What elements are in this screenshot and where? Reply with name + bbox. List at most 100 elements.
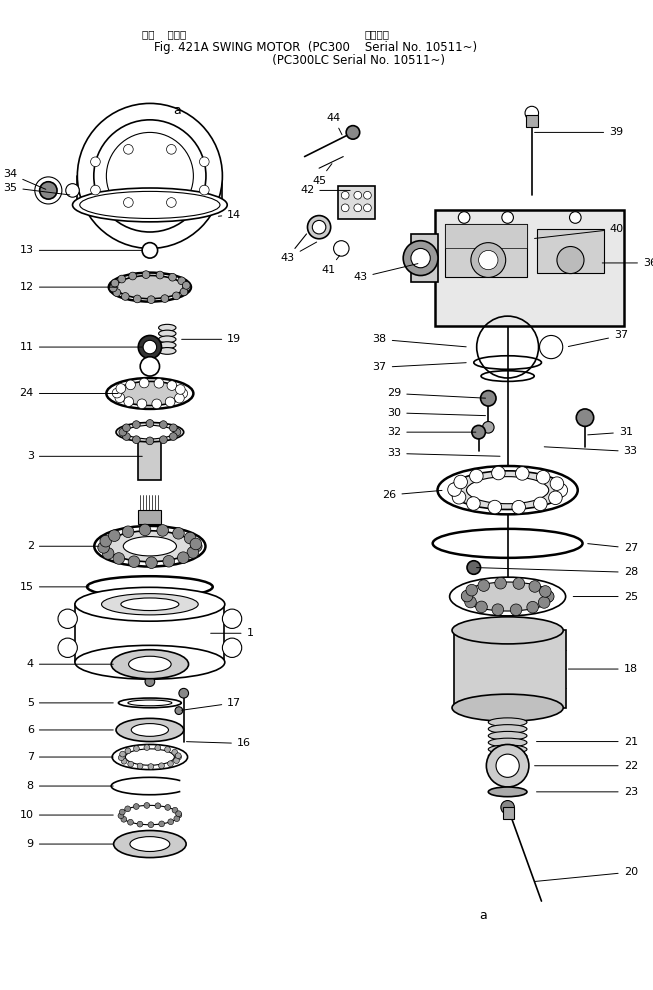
Text: 43: 43	[353, 263, 418, 282]
Ellipse shape	[450, 577, 565, 616]
Text: 1: 1	[211, 629, 253, 639]
Circle shape	[354, 191, 362, 199]
Circle shape	[118, 754, 124, 760]
Circle shape	[492, 466, 505, 480]
Ellipse shape	[488, 718, 527, 727]
Ellipse shape	[116, 275, 183, 299]
Circle shape	[180, 288, 188, 296]
Text: 13: 13	[20, 246, 142, 255]
Text: a: a	[479, 909, 487, 922]
Text: 29: 29	[387, 388, 486, 398]
Ellipse shape	[121, 598, 179, 611]
Circle shape	[133, 421, 140, 429]
Circle shape	[342, 204, 349, 212]
Circle shape	[115, 393, 125, 403]
Text: 適用号機: 適用号機	[364, 29, 390, 39]
Circle shape	[58, 639, 77, 657]
Circle shape	[125, 748, 131, 753]
Ellipse shape	[488, 739, 527, 746]
Text: 22: 22	[535, 760, 638, 771]
Circle shape	[466, 584, 477, 596]
Circle shape	[119, 429, 127, 436]
Circle shape	[172, 749, 178, 755]
Circle shape	[133, 295, 141, 303]
Ellipse shape	[159, 347, 176, 354]
Text: 27: 27	[588, 544, 638, 553]
Text: 38: 38	[373, 335, 466, 346]
Ellipse shape	[109, 272, 191, 302]
Circle shape	[113, 552, 125, 564]
Circle shape	[163, 555, 174, 567]
Ellipse shape	[488, 725, 527, 734]
Ellipse shape	[101, 594, 199, 615]
Circle shape	[98, 542, 109, 553]
Circle shape	[512, 500, 526, 514]
Ellipse shape	[106, 531, 193, 561]
Bar	[435, 210, 624, 326]
Circle shape	[159, 821, 165, 827]
Circle shape	[139, 378, 149, 388]
Bar	[454, 631, 565, 708]
Circle shape	[543, 591, 554, 602]
Circle shape	[157, 525, 168, 537]
Circle shape	[108, 530, 120, 542]
Bar	[445, 225, 527, 277]
Circle shape	[167, 145, 176, 154]
Circle shape	[123, 198, 133, 207]
Circle shape	[538, 597, 550, 608]
Circle shape	[142, 270, 150, 278]
Text: 5: 5	[27, 698, 113, 708]
Circle shape	[139, 524, 151, 536]
Bar	[503, 807, 515, 819]
Circle shape	[143, 341, 157, 353]
Circle shape	[308, 216, 330, 239]
Text: 35: 35	[3, 182, 70, 195]
Ellipse shape	[452, 694, 564, 722]
Circle shape	[495, 577, 506, 589]
Text: a: a	[173, 104, 181, 117]
Circle shape	[492, 604, 503, 616]
Ellipse shape	[94, 526, 206, 566]
Circle shape	[176, 811, 182, 817]
Ellipse shape	[466, 476, 549, 504]
Circle shape	[154, 378, 164, 388]
Circle shape	[121, 817, 127, 822]
Circle shape	[461, 590, 473, 602]
Circle shape	[161, 295, 168, 303]
Ellipse shape	[452, 617, 564, 644]
Circle shape	[527, 601, 539, 613]
Circle shape	[176, 385, 185, 394]
Circle shape	[554, 483, 567, 497]
Text: 42: 42	[300, 185, 350, 195]
Circle shape	[121, 758, 127, 764]
Circle shape	[126, 380, 135, 390]
Circle shape	[155, 744, 161, 750]
Circle shape	[146, 556, 157, 568]
Circle shape	[537, 470, 550, 484]
Circle shape	[174, 757, 180, 763]
Circle shape	[121, 293, 129, 300]
Ellipse shape	[75, 587, 225, 621]
Ellipse shape	[123, 537, 176, 556]
Circle shape	[172, 528, 184, 540]
Circle shape	[125, 806, 131, 812]
Ellipse shape	[488, 787, 527, 797]
Circle shape	[488, 500, 502, 514]
Circle shape	[513, 578, 524, 589]
Circle shape	[156, 271, 164, 279]
Circle shape	[111, 279, 119, 287]
Circle shape	[502, 212, 513, 224]
Ellipse shape	[159, 336, 176, 343]
Circle shape	[467, 497, 480, 510]
Circle shape	[539, 586, 551, 597]
Circle shape	[178, 551, 189, 563]
Circle shape	[113, 289, 121, 296]
Circle shape	[458, 212, 470, 224]
Circle shape	[183, 283, 191, 291]
Circle shape	[159, 436, 167, 444]
Circle shape	[191, 541, 202, 552]
Circle shape	[138, 336, 161, 358]
Circle shape	[529, 581, 541, 592]
Circle shape	[137, 763, 143, 769]
Circle shape	[312, 221, 326, 234]
